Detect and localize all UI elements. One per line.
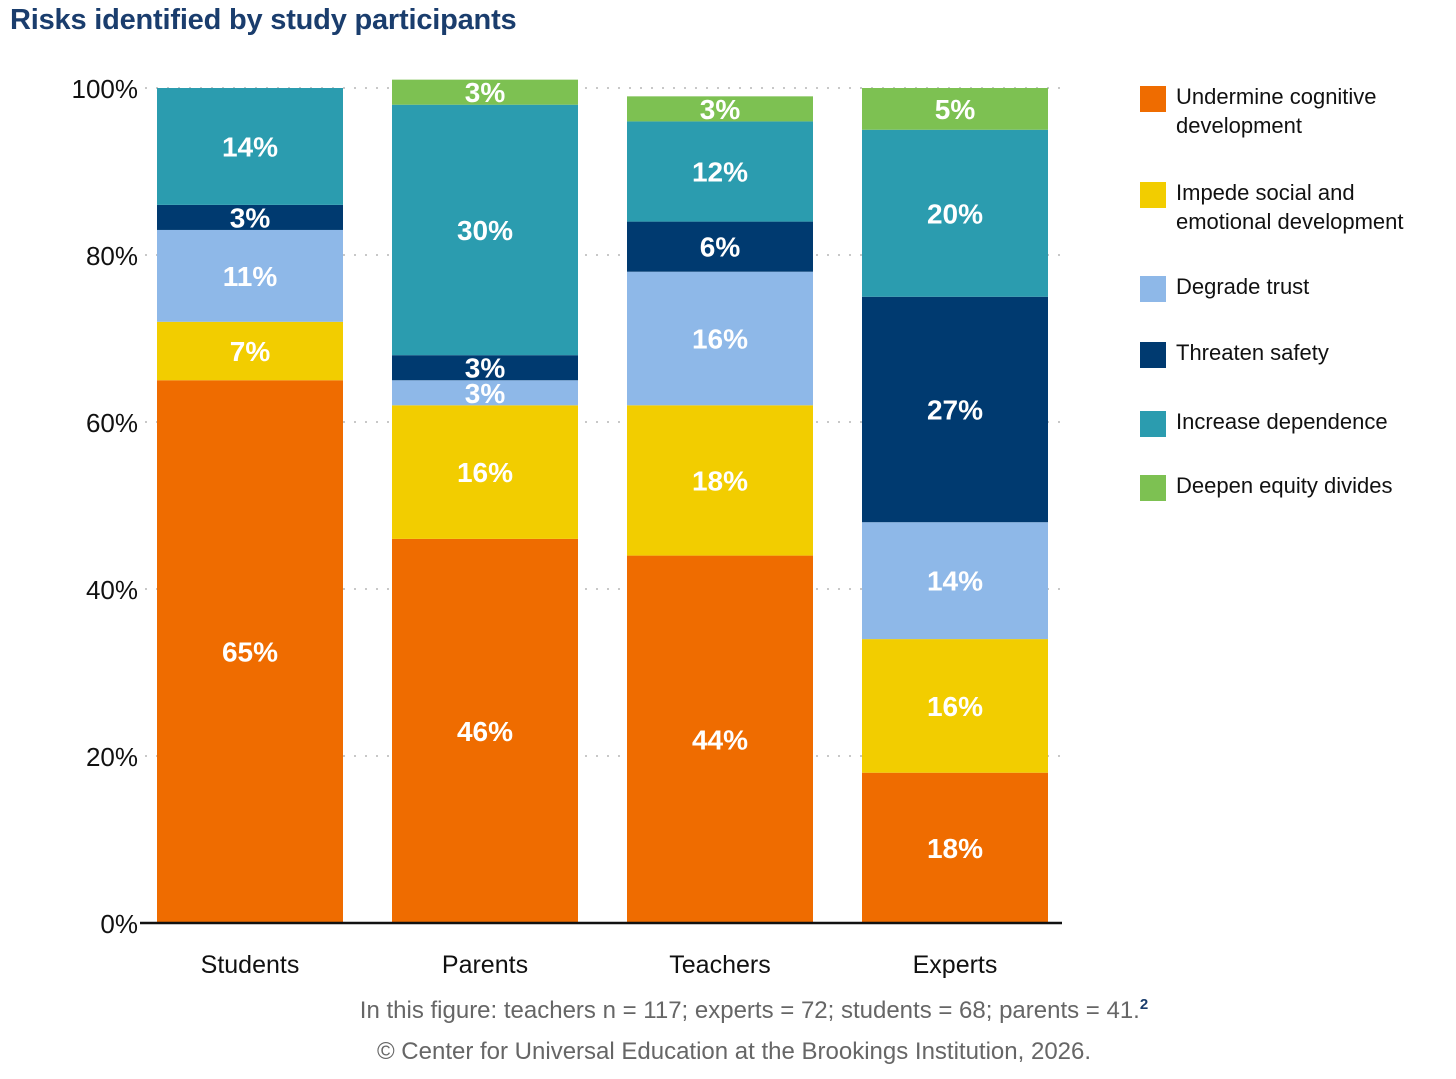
y-tick-label: 60% — [86, 408, 138, 438]
bar-segment — [157, 204, 343, 230]
data-label: 7% — [230, 336, 271, 367]
legend-label: Deepen equity divides — [1176, 473, 1393, 498]
bar-segment — [627, 555, 813, 923]
bar-segment — [862, 639, 1048, 773]
data-label: 27% — [927, 394, 983, 425]
data-label: 5% — [935, 94, 976, 125]
bar-segment — [862, 772, 1048, 923]
legend-item-trust: Degrade trust — [1140, 272, 1446, 302]
legend-item-social-emotional: Impede social and emotional development — [1140, 178, 1446, 236]
bar-segment — [157, 321, 343, 381]
data-label: 46% — [457, 716, 513, 747]
legend-swatch — [1140, 411, 1166, 437]
bar-segment — [627, 96, 813, 122]
data-label: 20% — [927, 198, 983, 229]
bar-segment — [627, 405, 813, 556]
legend-label: Increase dependence — [1176, 409, 1388, 434]
bar-segment — [862, 296, 1048, 523]
bar-segment — [627, 221, 813, 272]
bar-segment — [392, 104, 578, 356]
legend-swatch — [1140, 86, 1166, 112]
bar-segment — [157, 380, 343, 923]
stacked-bar-chart: 0% 20% 40% 60% 80% 100% 65% 7% 11% 3% 14% Students 4… — [72, 74, 1062, 979]
legend-label: Threaten safety — [1176, 340, 1329, 365]
x-tick-label: Experts — [913, 951, 998, 979]
data-label: 18% — [692, 465, 748, 496]
bar-segment — [627, 121, 813, 222]
y-tick-label: 80% — [86, 241, 138, 271]
legend-item-dependence: Increase dependence — [1140, 407, 1446, 437]
data-label: 30% — [457, 215, 513, 246]
x-tick-label: Students — [201, 951, 300, 979]
data-label: 14% — [927, 566, 983, 597]
legend-label: Impede social and emotional development — [1176, 180, 1404, 234]
legend-swatch — [1140, 342, 1166, 368]
legend-item-safety: Threaten safety — [1140, 338, 1446, 368]
bar-segment — [862, 129, 1048, 297]
data-label: 44% — [692, 724, 748, 755]
footnote: In this figure: teachers n = 117; expert… — [0, 996, 1456, 1025]
legend-item-cognitive: Undermine cognitive development — [1140, 82, 1446, 140]
data-label: 18% — [927, 833, 983, 864]
legend-swatch — [1140, 276, 1166, 302]
data-label: 3% — [465, 77, 506, 108]
data-label: 3% — [465, 378, 506, 409]
bar-segment — [392, 355, 578, 381]
legend-label: Degrade trust — [1176, 274, 1310, 299]
data-label: 65% — [222, 637, 278, 668]
data-label: 3% — [700, 94, 741, 125]
legend-item-equity: Deepen equity divides — [1140, 471, 1446, 501]
legend-swatch — [1140, 475, 1166, 501]
data-label: 6% — [700, 232, 741, 263]
legend-label: Undermine cognitive development — [1176, 84, 1377, 138]
bar-segment — [392, 538, 578, 923]
bar-segment — [392, 79, 578, 105]
data-label: 11% — [223, 261, 278, 292]
x-tick-label: Parents — [442, 951, 528, 979]
data-label: 14% — [222, 131, 278, 162]
data-label: 3% — [230, 202, 271, 233]
bar-segment — [157, 88, 343, 205]
data-label: 16% — [692, 324, 748, 355]
x-tick-label: Teachers — [669, 951, 770, 979]
bar-segment — [392, 405, 578, 539]
legend-swatch — [1140, 182, 1166, 208]
data-label: 16% — [457, 457, 513, 488]
copyright: © Center for Universal Education at the … — [376, 1038, 1092, 1065]
bar-segment — [862, 522, 1048, 640]
y-tick-label: 40% — [86, 575, 138, 605]
bar-segment — [862, 88, 1048, 130]
y-tick-label: 100% — [72, 74, 139, 104]
footnote-ref[interactable]: 2 — [1139, 996, 1149, 1013]
data-label: 16% — [927, 691, 983, 722]
bar-segment — [392, 380, 578, 406]
y-tick-label: 20% — [86, 742, 138, 772]
chart-title: Risks identified by study participants — [10, 4, 517, 36]
bar-segment — [627, 271, 813, 406]
data-label: 3% — [465, 353, 506, 384]
footnote-text: In this figure: teachers n = 117; expert… — [359, 997, 1140, 1024]
bar-segment — [157, 229, 343, 322]
data-label: 12% — [692, 157, 748, 188]
y-tick-label: 0% — [100, 909, 138, 939]
